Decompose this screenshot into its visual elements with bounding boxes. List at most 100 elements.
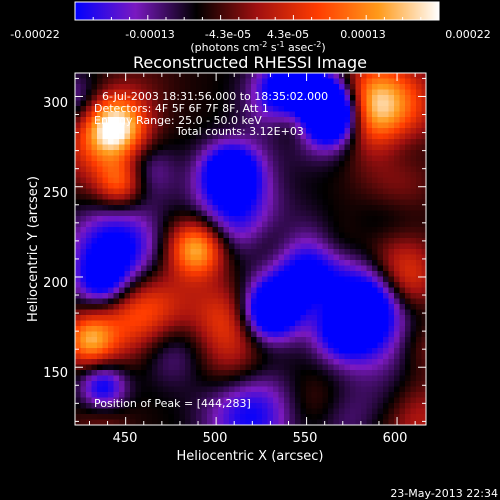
heatmap-cell bbox=[86, 128, 93, 135]
heatmap-cell bbox=[405, 348, 412, 355]
heatmap-cell bbox=[223, 364, 230, 371]
heatmap-cell bbox=[113, 172, 120, 179]
heatmap-cell bbox=[135, 260, 142, 267]
heatmap-cell bbox=[223, 304, 230, 311]
heatmap-cell bbox=[317, 150, 324, 157]
heatmap-cell bbox=[146, 95, 153, 102]
heatmap-cell bbox=[91, 375, 98, 382]
heatmap-cell bbox=[124, 73, 131, 80]
heatmap-cell bbox=[157, 89, 164, 96]
heatmap-cell bbox=[91, 84, 98, 91]
heatmap-cell bbox=[185, 106, 192, 113]
heatmap-cell bbox=[405, 106, 412, 113]
heatmap-cell bbox=[306, 199, 313, 206]
heatmap-cell bbox=[361, 199, 368, 206]
heatmap-cell bbox=[339, 205, 346, 212]
heatmap-cell bbox=[130, 320, 137, 327]
heatmap-cell bbox=[344, 188, 351, 195]
heatmap-cell bbox=[267, 353, 274, 360]
heatmap-cell bbox=[300, 89, 307, 96]
heatmap-cell bbox=[317, 155, 324, 162]
heatmap-cell bbox=[289, 364, 296, 371]
heatmap-cell bbox=[223, 238, 230, 245]
heatmap-cell bbox=[383, 78, 390, 85]
heatmap-cell bbox=[416, 199, 423, 206]
heatmap-cell bbox=[240, 95, 247, 102]
heatmap-cell bbox=[152, 144, 159, 151]
heatmap-cell bbox=[152, 150, 159, 157]
heatmap-cell bbox=[190, 78, 197, 85]
heatmap-cell bbox=[394, 304, 401, 311]
heatmap-cell bbox=[350, 364, 357, 371]
heatmap-cell bbox=[163, 188, 170, 195]
heatmap-cell bbox=[388, 172, 395, 179]
heatmap-cell bbox=[185, 331, 192, 338]
heatmap-cell bbox=[75, 337, 82, 344]
heatmap-cell bbox=[119, 287, 126, 294]
heatmap-cell bbox=[190, 133, 197, 140]
heatmap-cell bbox=[377, 106, 384, 113]
heatmap-cell bbox=[344, 117, 351, 124]
heatmap-cell bbox=[86, 117, 93, 124]
heatmap-cell bbox=[361, 298, 368, 305]
heatmap-cell bbox=[146, 408, 153, 415]
heatmap-cell bbox=[91, 155, 98, 162]
heatmap-cell bbox=[97, 326, 104, 333]
heatmap-cell bbox=[130, 331, 137, 338]
heatmap-cell bbox=[91, 353, 98, 360]
heatmap-cell bbox=[91, 309, 98, 316]
heatmap-cell bbox=[207, 298, 214, 305]
heatmap-cell bbox=[284, 111, 291, 118]
heatmap-cell bbox=[108, 128, 115, 135]
heatmap-cell bbox=[174, 139, 181, 146]
heatmap-cell bbox=[273, 133, 280, 140]
heatmap-cell bbox=[119, 276, 126, 283]
heatmap-cell bbox=[317, 172, 324, 179]
heatmap-cell bbox=[119, 155, 126, 162]
time-range-annotation: 6-Jul-2003 18:31:56.000 to 18:35:02.000 bbox=[102, 90, 328, 103]
heatmap-cell bbox=[86, 183, 93, 190]
heatmap-cell bbox=[394, 78, 401, 85]
heatmap-cell bbox=[388, 139, 395, 146]
heatmap-cell bbox=[306, 205, 313, 212]
heatmap-cell bbox=[229, 348, 236, 355]
heatmap-cell bbox=[102, 375, 109, 382]
heatmap-cell bbox=[168, 150, 175, 157]
heatmap-cell bbox=[185, 304, 192, 311]
heatmap-cell bbox=[146, 359, 153, 366]
heatmap-cell bbox=[284, 210, 291, 217]
heatmap-cell bbox=[185, 348, 192, 355]
heatmap-cell bbox=[317, 397, 324, 404]
heatmap-cell bbox=[97, 194, 104, 201]
heatmap-cell bbox=[163, 243, 170, 250]
heatmap-cell bbox=[179, 359, 186, 366]
heatmap-cell bbox=[218, 309, 225, 316]
heatmap-cell bbox=[75, 249, 82, 256]
heatmap-cell bbox=[97, 414, 104, 421]
heatmap-cell bbox=[234, 293, 241, 300]
heatmap-cell bbox=[372, 84, 379, 91]
heatmap-cell bbox=[256, 221, 263, 228]
heatmap-cell bbox=[97, 397, 104, 404]
heatmap-cell bbox=[102, 166, 109, 173]
heatmap-cell bbox=[240, 188, 247, 195]
heatmap-cell bbox=[113, 320, 120, 327]
heatmap-cell bbox=[284, 353, 291, 360]
heatmap-cell bbox=[355, 95, 362, 102]
heatmap-cell bbox=[102, 194, 109, 201]
heatmap-cell bbox=[399, 117, 406, 124]
heatmap-cell bbox=[377, 161, 384, 168]
heatmap-cell bbox=[157, 205, 164, 212]
heatmap-cell bbox=[256, 381, 263, 388]
heatmap-cell bbox=[229, 106, 236, 113]
heatmap-cell bbox=[218, 199, 225, 206]
heatmap-cell bbox=[350, 221, 357, 228]
heatmap-cell bbox=[146, 315, 153, 322]
heatmap-cell bbox=[185, 177, 192, 184]
heatmap-cell bbox=[256, 216, 263, 223]
heatmap-cell bbox=[119, 227, 126, 234]
heatmap-cell bbox=[80, 216, 87, 223]
heatmap-cell bbox=[86, 172, 93, 179]
heatmap-cell bbox=[399, 315, 406, 322]
heatmap-cell bbox=[410, 337, 417, 344]
